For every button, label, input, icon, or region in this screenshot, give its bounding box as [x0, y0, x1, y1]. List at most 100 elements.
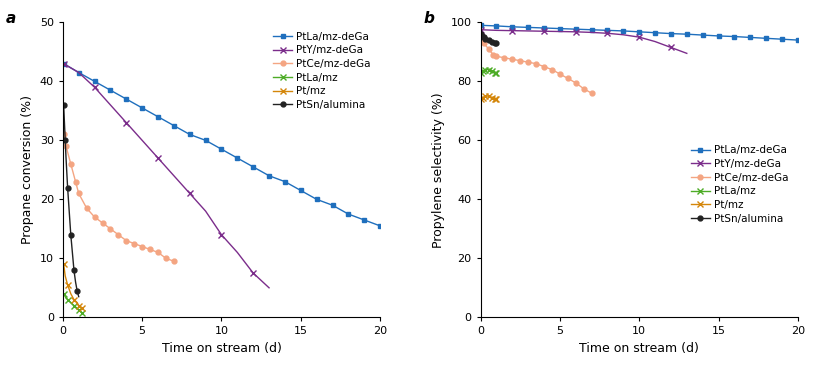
- PtCe/mz-deGa: [90, 215, 100, 219]
- Pt/mz: [69, 298, 79, 302]
- PtCe/mz-deGa: [66, 162, 76, 166]
- PtLa/mz-deGa: [777, 37, 787, 41]
- PtY/mz-deGa: [477, 27, 486, 32]
- PtLa/mz-deGa: [59, 61, 69, 66]
- Line: PtSn/alumina: PtSn/alumina: [479, 32, 499, 45]
- PtLa/mz: [73, 306, 82, 311]
- Line: PtY/mz-deGa: PtY/mz-deGa: [61, 61, 272, 291]
- PtCe/mz-deGa: [491, 54, 501, 59]
- PtLa/mz-deGa: [571, 27, 581, 31]
- Pt/mz: [73, 303, 83, 308]
- PtLa/mz: [487, 69, 497, 73]
- PtCe/mz-deGa: [59, 132, 69, 137]
- PtLa/mz-deGa: [359, 218, 369, 222]
- Line: PtLa/mz: PtLa/mz: [479, 67, 499, 75]
- PtCe/mz-deGa: [71, 179, 81, 184]
- PtY/mz-deGa: [555, 29, 565, 34]
- PtY/mz-deGa: [587, 30, 596, 35]
- PtCe/mz-deGa: [523, 60, 533, 64]
- PtLa/mz: [490, 70, 499, 75]
- PtY/mz-deGa: [90, 85, 100, 89]
- PtLa/mz-deGa: [555, 26, 565, 31]
- PtY/mz-deGa: [248, 271, 258, 275]
- PtSn/alumina: [487, 40, 497, 44]
- PtLa/mz-deGa: [682, 32, 692, 36]
- PtY/mz-deGa: [233, 250, 242, 255]
- PtCe/mz-deGa: [477, 38, 486, 42]
- PtY/mz-deGa: [216, 232, 226, 237]
- Pt/mz: [481, 94, 490, 98]
- PtLa/mz: [477, 70, 486, 75]
- PtLa/mz-deGa: [714, 34, 724, 38]
- PtSn/alumina: [69, 268, 79, 272]
- PtY/mz-deGa: [73, 70, 83, 75]
- Pt/mz: [77, 306, 86, 311]
- Pt/mz: [478, 96, 488, 100]
- PtSn/alumina: [490, 41, 499, 45]
- PtLa/mz-deGa: [761, 36, 771, 41]
- PtLa/mz-deGa: [344, 212, 353, 216]
- PtSn/alumina: [484, 38, 494, 42]
- PtCe/mz-deGa: [169, 259, 179, 264]
- PtSn/alumina: [66, 232, 76, 237]
- PtLa/mz-deGa: [508, 25, 517, 29]
- PtY/mz-deGa: [650, 40, 660, 44]
- PtLa/mz-deGa: [602, 28, 612, 33]
- PtLa/mz-deGa: [296, 188, 306, 193]
- PtLa/mz-deGa: [698, 33, 707, 37]
- PtCe/mz-deGa: [579, 86, 588, 91]
- PtY/mz-deGa: [619, 33, 628, 37]
- Line: PtLa/mz-deGa: PtLa/mz-deGa: [479, 23, 800, 42]
- Pt/mz: [484, 94, 494, 98]
- PtLa/mz-deGa: [327, 203, 337, 208]
- Pt/mz: [75, 305, 85, 309]
- PtCe/mz-deGa: [130, 242, 140, 246]
- PtLa/mz-deGa: [153, 115, 163, 119]
- PtY/mz-deGa: [491, 28, 501, 33]
- PtSn/alumina: [73, 295, 83, 299]
- PtLa/mz-deGa: [248, 165, 258, 169]
- PtY/mz-deGa: [137, 138, 147, 142]
- PtLa/mz-deGa: [312, 197, 322, 202]
- PtY/mz-deGa: [571, 30, 581, 34]
- PtCe/mz-deGa: [105, 227, 115, 231]
- PtY/mz-deGa: [634, 35, 644, 39]
- PtLa/mz-deGa: [666, 31, 676, 36]
- PtY/mz-deGa: [508, 29, 517, 33]
- PtCe/mz-deGa: [516, 59, 526, 63]
- PtCe/mz-deGa: [484, 47, 494, 51]
- PtLa/mz-deGa: [73, 70, 83, 75]
- PtSn/alumina: [59, 103, 69, 107]
- PtLa/mz: [77, 310, 86, 315]
- Line: PtLa/mz: PtLa/mz: [61, 291, 85, 315]
- PtLa/mz-deGa: [264, 173, 274, 178]
- Line: Pt/mz: Pt/mz: [479, 93, 499, 102]
- PtLa/mz-deGa: [375, 224, 385, 228]
- PtLa/mz-deGa: [730, 34, 739, 39]
- Y-axis label: Propane conversion (%): Propane conversion (%): [21, 96, 34, 244]
- PtLa/mz: [59, 291, 69, 296]
- PtY/mz-deGa: [539, 29, 549, 33]
- Line: PtLa/mz-deGa: PtLa/mz-deGa: [61, 61, 383, 228]
- PtCe/mz-deGa: [73, 191, 83, 196]
- Pt/mz: [491, 97, 501, 101]
- PtY/mz-deGa: [602, 31, 612, 36]
- PtSn/alumina: [477, 32, 486, 36]
- PtLa/mz: [66, 300, 76, 305]
- Pt/mz: [477, 97, 486, 101]
- PtLa/mz-deGa: [477, 23, 486, 27]
- PtSn/alumina: [61, 156, 71, 160]
- PtLa/mz-deGa: [169, 123, 179, 128]
- PtSn/alumina: [71, 280, 81, 284]
- PtLa/mz: [481, 67, 490, 72]
- PtY/mz-deGa: [185, 191, 195, 196]
- PtLa/mz-deGa: [523, 25, 533, 30]
- PtSn/alumina: [491, 41, 501, 45]
- PtLa/mz-deGa: [216, 147, 226, 152]
- Pt/mz: [63, 283, 73, 287]
- PtLa/mz-deGa: [793, 38, 803, 42]
- Pt/mz: [73, 300, 82, 305]
- Pt/mz: [490, 97, 499, 101]
- PtSn/alumina: [479, 35, 489, 39]
- PtCe/mz-deGa: [563, 76, 573, 81]
